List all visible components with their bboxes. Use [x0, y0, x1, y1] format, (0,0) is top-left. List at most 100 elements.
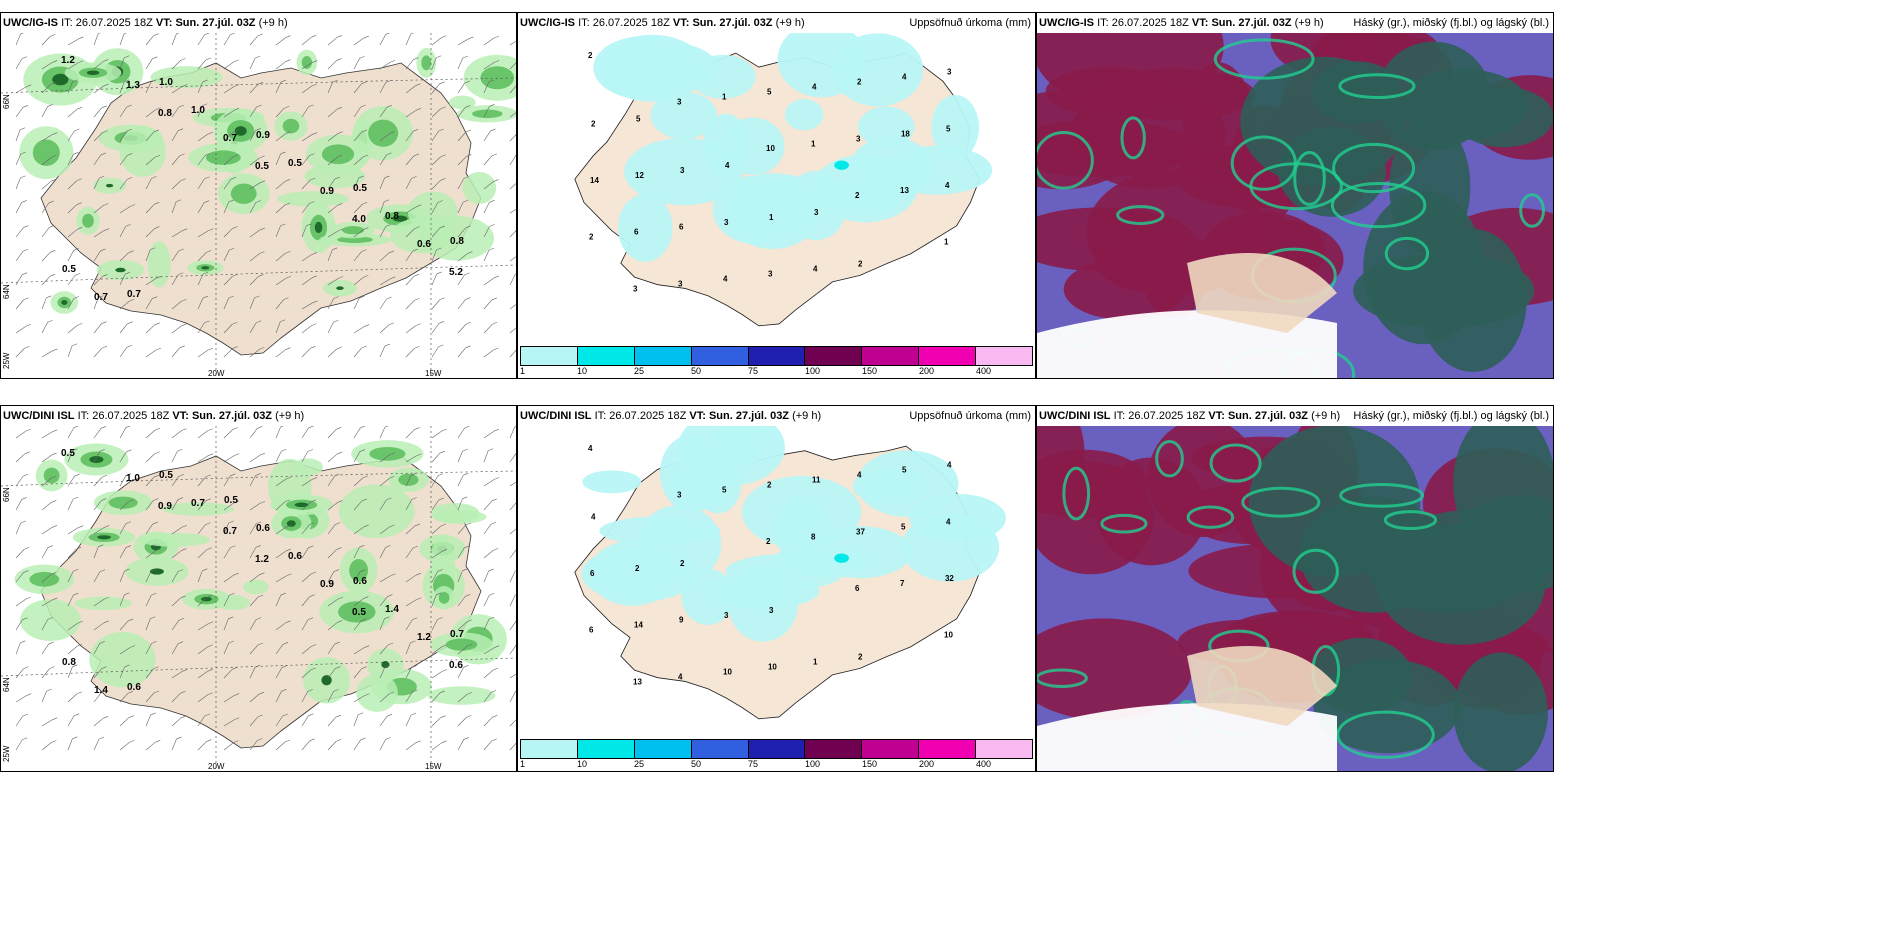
wind-barb-shaft [509, 528, 516, 535]
wind-barb-flag [51, 740, 57, 743]
wind-barb-flag [492, 321, 498, 325]
wind-barb [197, 271, 209, 286]
wind-barb [483, 667, 499, 679]
wind-barb [405, 523, 420, 535]
wind-barb-flag [202, 79, 208, 83]
wind-barb-flag [101, 105, 107, 109]
wind-barb [41, 178, 57, 190]
wind-barb-flag [416, 597, 422, 601]
wind-barb-shaft [145, 228, 155, 238]
wind-barb [405, 346, 420, 358]
wind-barb-flag [98, 544, 104, 548]
cloud-edge [1292, 548, 1339, 594]
wind-barb [119, 664, 130, 679]
colorbar-tick-label: 50 [691, 759, 702, 769]
wind-barb-flag [73, 152, 79, 155]
wind-barb-shaft [15, 177, 21, 190]
wind-barb-shaft [431, 499, 439, 511]
wind-barb-flag [285, 620, 291, 624]
rain-area-medium [342, 226, 365, 235]
colorbar-tick-label: 75 [748, 366, 759, 376]
wind-barb-shaft [119, 226, 126, 238]
wind-barb-shaft [15, 668, 24, 679]
wind-barb [67, 592, 79, 607]
wind-barb-shaft [483, 249, 490, 262]
wind-barb [509, 570, 516, 583]
colorbar-swatch [577, 740, 635, 758]
wind-barb [509, 426, 516, 439]
wind-barb-shaft [509, 691, 516, 703]
wind-barb [457, 199, 469, 214]
wind-barb [171, 84, 188, 94]
wind-barb [15, 497, 27, 511]
wind-barb-flag [25, 323, 32, 327]
wind-barb [249, 572, 265, 583]
wind-barb-flag [255, 617, 262, 620]
wind-barb-shaft [93, 622, 104, 631]
wind-barb-shaft [509, 453, 516, 463]
wind-barb-flag [438, 497, 444, 501]
wind-barb-shaft [197, 81, 203, 94]
wind-barb-shaft [41, 134, 53, 142]
cloud-edge [1186, 505, 1235, 529]
wind-barb-flag [52, 597, 58, 601]
wind-barb-shaft [431, 525, 442, 535]
wind-barb-flag [361, 666, 367, 669]
wind-barb-flag [125, 473, 132, 476]
wind-barb-shaft [15, 715, 24, 727]
rain-area-medium [338, 601, 376, 623]
wind-barb [327, 154, 343, 166]
wind-barb [431, 297, 445, 310]
wind-barb [249, 227, 265, 238]
wind-barb-flag [464, 545, 470, 549]
wind-barb-flag [50, 34, 56, 37]
wind-barb [405, 323, 421, 334]
wind-barb-flag [230, 176, 237, 180]
wind-barb-shaft [41, 454, 52, 463]
wind-barb-shaft [197, 715, 205, 727]
lon-label: 25W [2, 745, 11, 762]
wind-barb [509, 549, 516, 559]
wind-barb-flag [465, 594, 471, 597]
wind-barb-flag [489, 224, 495, 227]
rain-area-heavy [86, 70, 100, 75]
wind-barb-shaft [145, 278, 157, 286]
wind-barb-flag [233, 59, 239, 63]
wind-barb-flag [50, 273, 56, 277]
wind-barb [119, 153, 133, 166]
wind-barb [41, 273, 56, 286]
wind-barb-flag [307, 689, 313, 692]
wind-barb-shaft [431, 346, 439, 358]
wind-barb [15, 473, 29, 487]
precip-amount-label: 5 [902, 466, 907, 475]
wind-barb-flag [127, 321, 133, 324]
wind-barb [431, 715, 446, 727]
wind-barb-flag [336, 346, 342, 350]
wind-barb-shaft [15, 642, 21, 655]
wind-barb [223, 545, 236, 559]
wind-barb-flag [438, 344, 444, 348]
wind-barb [93, 498, 107, 511]
wind-barb-flag [363, 275, 369, 278]
wind-barb [509, 719, 516, 727]
wind-barb-shaft [405, 155, 415, 166]
wind-barb-flag [463, 199, 469, 203]
wind-barb [93, 641, 105, 655]
precip-map: 2 3 10 2 1 3 1 1 13 2 3 5 3 4 6 4 4 18 14 6 3 2 5 12 3 4 4 2 3 1 2 3 5 4 3 [518, 33, 1035, 344]
wind-barb-shaft [353, 83, 362, 94]
wind-barb-shaft [93, 154, 101, 166]
wind-barb-flag [465, 345, 471, 349]
wind-barb-shaft [249, 229, 260, 238]
wind-barb-shaft [41, 547, 49, 559]
wind-barb-flag [179, 153, 185, 157]
wind-barb-shaft [119, 427, 127, 439]
wind-barb [249, 128, 261, 142]
wind-barb-shaft [145, 523, 153, 535]
wind-barb [249, 545, 261, 559]
wind-barb [249, 347, 265, 358]
wind-barb-shaft [301, 715, 309, 727]
wind-barb-shaft [483, 669, 494, 679]
wind-barb-flag [462, 448, 468, 452]
wind-barb [353, 295, 365, 310]
wind-barb-shaft [301, 155, 310, 166]
